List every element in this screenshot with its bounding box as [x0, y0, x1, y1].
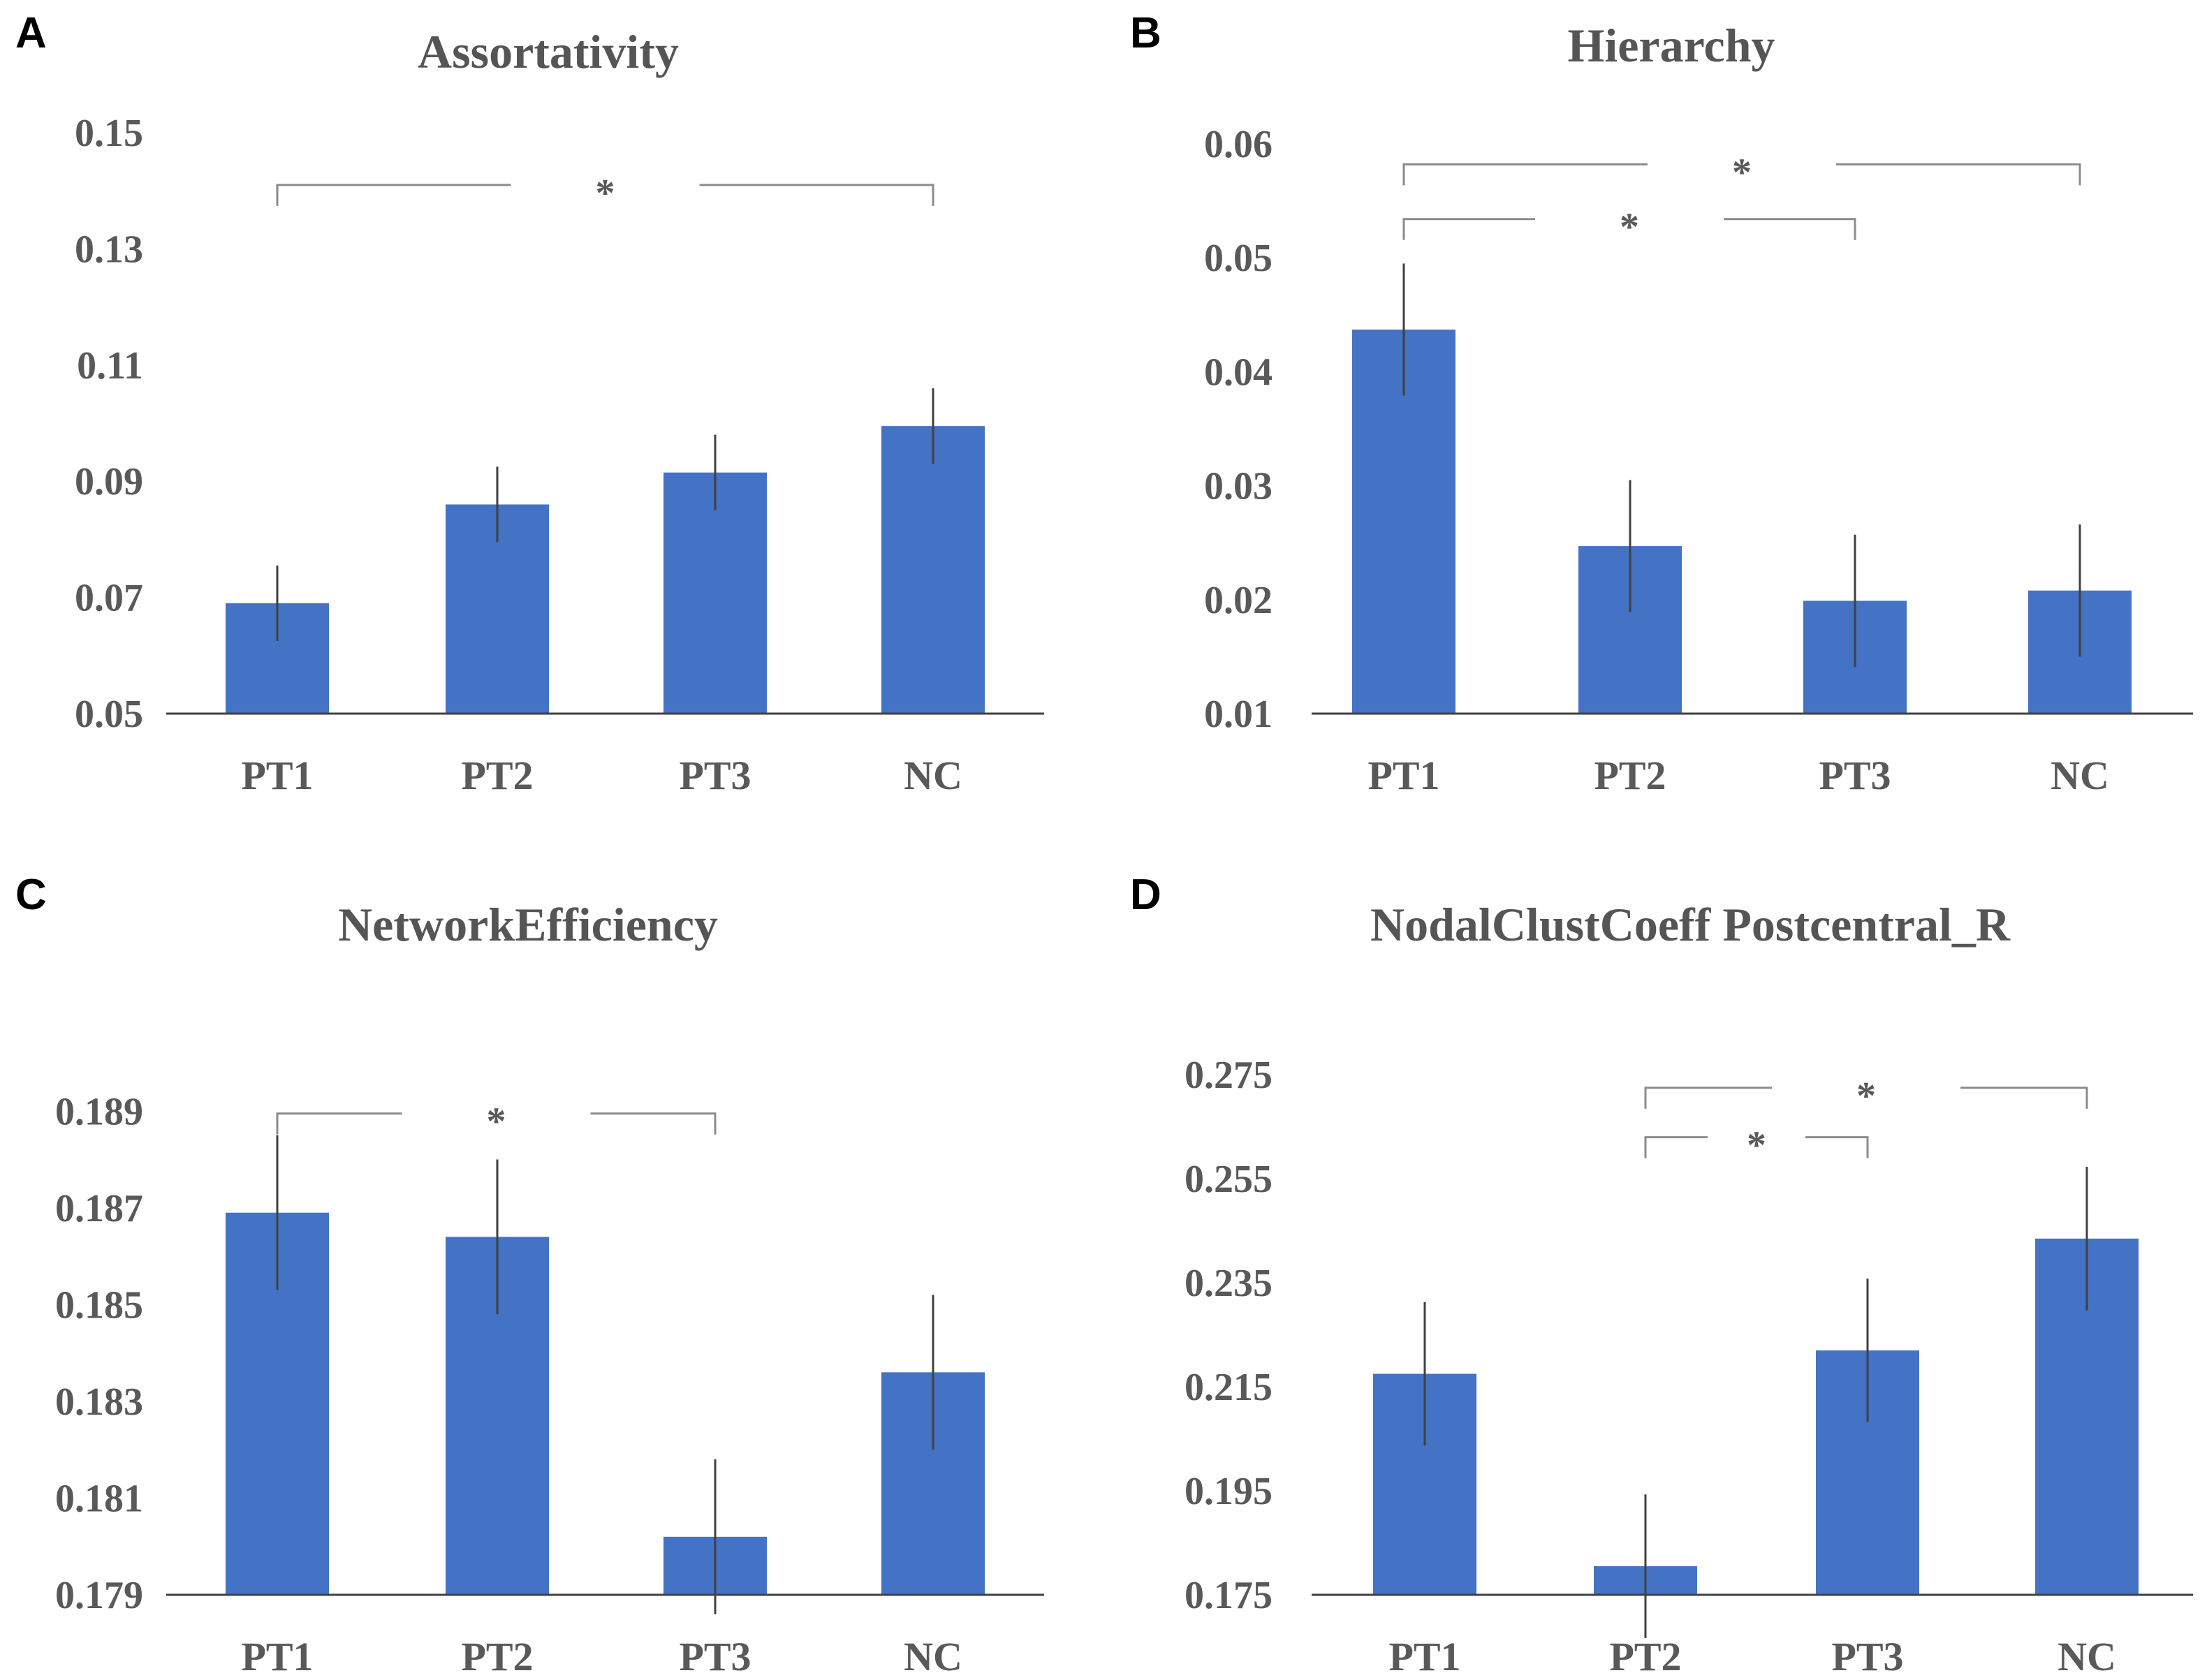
- significance-star: *: [1856, 1075, 1876, 1118]
- panel-d: D NodalClustCoeff Postcentral_R 0.175 0.195…: [1130, 871, 2193, 1679]
- category-label: PT1: [1388, 1634, 1460, 1679]
- category-label: NC: [904, 1634, 962, 1679]
- category-label: PT1: [241, 753, 313, 798]
- significance-star: *: [1732, 151, 1752, 194]
- chart-title: Hierarchy: [1567, 19, 1775, 72]
- y-tick-label: 0.01: [1204, 693, 1273, 736]
- category-label: PT2: [461, 1634, 533, 1679]
- y-tick-label: 0.06: [1204, 123, 1273, 166]
- category-label: NC: [904, 753, 962, 798]
- y-tick-label: 0.04: [1204, 351, 1273, 394]
- y-tick-label: 0.185: [55, 1283, 143, 1327]
- panel-letter: A: [15, 9, 47, 57]
- panel-letter: D: [1130, 871, 1161, 919]
- bracket-line: [1402, 218, 1856, 240]
- y-tick-label: 0.195: [1185, 1470, 1273, 1513]
- significance-star: *: [487, 1100, 506, 1144]
- category-label: PT3: [679, 1634, 751, 1679]
- bar-nc: [881, 426, 985, 714]
- y-tick-label: 0.255: [1185, 1158, 1273, 1201]
- y-tick-label: 0.189: [55, 1090, 143, 1133]
- category-label: PT3: [679, 753, 751, 798]
- bracket-line: [1644, 1136, 1869, 1158]
- y-tick-label: 0.275: [1185, 1054, 1273, 1097]
- significance-bracket: *: [1402, 151, 2081, 194]
- bracket-line: [276, 1112, 717, 1135]
- chart-title: Assortativity: [418, 25, 679, 78]
- chart-title: NetworkEfficiency: [338, 898, 718, 951]
- y-tick-label: 0.215: [1185, 1366, 1273, 1409]
- y-tick-label: 0.187: [55, 1187, 143, 1230]
- significance-star: *: [1747, 1124, 1766, 1167]
- bracket-line: [1402, 163, 2081, 186]
- significance-bracket: *: [1644, 1124, 1869, 1167]
- y-tick-label: 0.183: [55, 1380, 143, 1424]
- category-label: PT1: [241, 1634, 313, 1679]
- significance-bracket: *: [276, 172, 934, 215]
- panel-c: C NetworkEfficiency 0.179 0.181 0.183 0.185 0.…: [15, 871, 1044, 1679]
- bar-pt3: [663, 472, 767, 714]
- y-tick-label: 0.179: [55, 1574, 143, 1617]
- panel-letter: B: [1130, 9, 1161, 57]
- y-tick-label: 0.175: [1185, 1574, 1273, 1617]
- category-label: NC: [2058, 1634, 2116, 1679]
- significance-star: *: [596, 172, 615, 215]
- bracket-line: [1644, 1086, 2088, 1109]
- category-label: PT2: [461, 753, 533, 798]
- category-label: PT2: [1609, 1634, 1681, 1679]
- y-tick-label: 0.15: [75, 112, 143, 155]
- significance-bracket: *: [1644, 1075, 2088, 1118]
- category-label: NC: [2051, 753, 2109, 798]
- significance-bracket: *: [276, 1100, 717, 1144]
- bracket-line: [276, 184, 934, 206]
- y-tick-label: 0.03: [1204, 465, 1273, 508]
- category-label: PT1: [1367, 753, 1439, 798]
- y-tick-label: 0.181: [55, 1477, 143, 1520]
- panel-b: B Hierarchy 0.01 0.02 0.03 0.04 0.05 0.06 PT1 PT2…: [1130, 9, 2193, 798]
- category-label: PT3: [1831, 1634, 1903, 1679]
- category-label: PT2: [1594, 753, 1666, 798]
- y-tick-label: 0.09: [75, 460, 143, 503]
- panel-a: A Assortativity 0.05 0.07 0.09 0.11 0.13 0.15 PT…: [15, 9, 1044, 798]
- y-tick-label: 0.11: [77, 344, 143, 388]
- chart-title: NodalClustCoeff Postcentral_R: [1370, 898, 2011, 951]
- significance-star: *: [1620, 206, 1639, 249]
- y-tick-label: 0.05: [1204, 237, 1273, 280]
- category-label: PT3: [1819, 753, 1891, 798]
- y-tick-label: 0.235: [1185, 1262, 1273, 1305]
- y-tick-label: 0.07: [75, 577, 143, 620]
- panel-letter: C: [15, 871, 47, 919]
- y-tick-label: 0.05: [75, 693, 143, 736]
- y-tick-label: 0.13: [75, 228, 143, 271]
- significance-bracket: *: [1402, 206, 1856, 249]
- y-tick-label: 0.02: [1204, 579, 1273, 622]
